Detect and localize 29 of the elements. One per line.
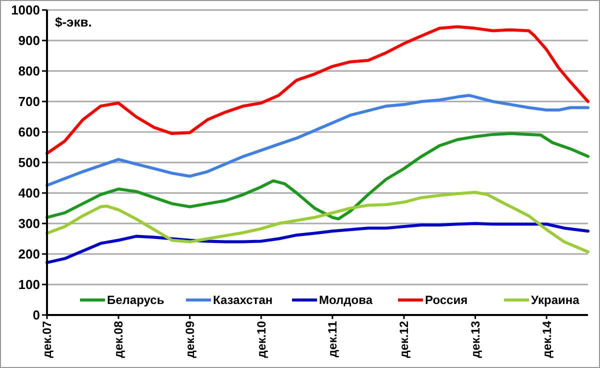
y-tick-label: 700 [18,94,40,110]
legend-label: Беларусь [107,293,164,308]
x-tick-label: дек.08 [112,320,126,358]
y-tick-label: 200 [18,246,40,262]
legend-label: Казахстан [213,293,273,308]
x-tick-label: дек.07 [40,320,54,358]
legend-label: Молдова [319,293,373,308]
legend-label: Россия [425,293,468,308]
line-series [46,132,590,220]
y-tick-label: 300 [18,216,40,232]
y-tick-label: 400 [18,186,40,201]
line-series [46,190,590,254]
line-series [46,94,590,187]
x-tick-label: дек.12 [397,320,412,358]
y-tick-label: 900 [18,33,40,48]
y-axis-title: $-экв. [55,14,92,30]
y-tick-label: 600 [18,124,40,140]
x-tick-label: дек.14 [540,320,554,358]
y-tick-label: 1000 [11,2,40,18]
y-tick-label: 800 [18,64,40,79]
y-tick-label: 100 [18,277,40,292]
x-tick-label: дек.13 [468,320,482,358]
y-tick-label: 0 [32,308,40,323]
x-tick-label: дек.11 [326,320,340,358]
y-tick-label: 500 [18,155,40,170]
line-series [46,222,590,264]
x-tick-label: дек.10 [254,320,268,358]
legend-label: Украина [531,293,580,308]
x-tick-label: дек.09 [183,320,198,358]
